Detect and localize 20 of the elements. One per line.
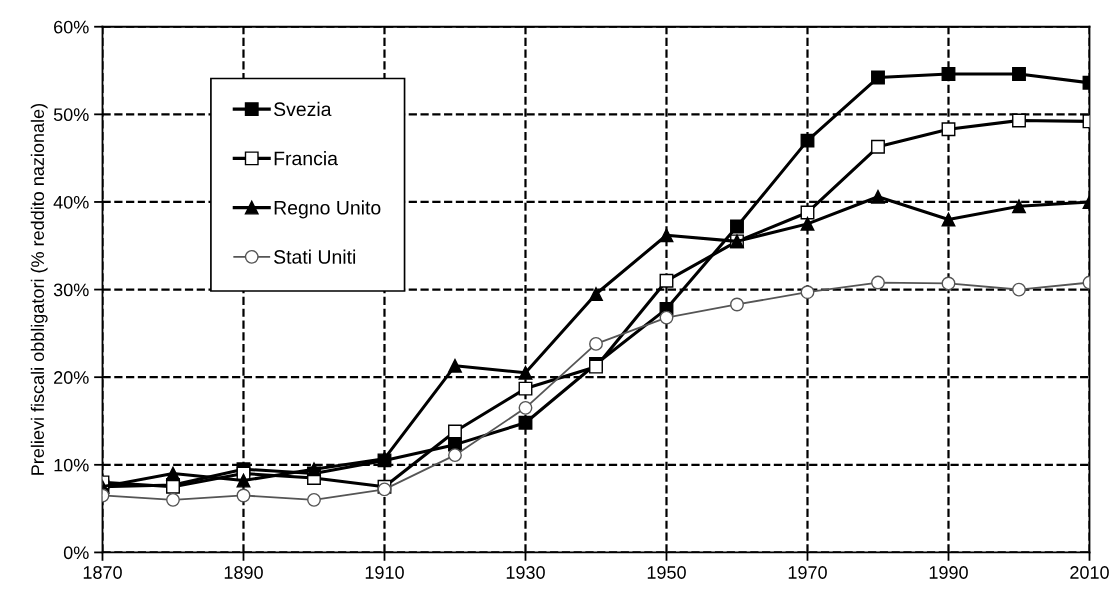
y-tick-label: 20% <box>54 371 89 384</box>
y-tick-label: 0% <box>63 546 89 560</box>
x-tick-label: 1890 <box>224 566 263 579</box>
legend-label: Stati Uniti <box>274 249 356 264</box>
y-axis-title: Prelievi fiscali obbligatori (% reddito nazionale) <box>30 104 48 475</box>
legend-label: Svezia <box>274 101 332 117</box>
y-tick-label: 50% <box>53 108 89 122</box>
y-tick-label: 60% <box>54 20 89 34</box>
x-tick-label: 1990 <box>929 566 968 579</box>
x-tick-label: 1950 <box>647 566 686 579</box>
y-tick-label: 40% <box>53 195 89 209</box>
y-tick-label: 30% <box>53 283 89 297</box>
x-tick-label: 1930 <box>506 566 545 579</box>
legend-label: Francia <box>274 151 338 166</box>
x-tick-label: 1910 <box>365 566 404 579</box>
x-tick-label: 2010 <box>1070 566 1109 579</box>
x-tick-label: 1970 <box>788 566 827 579</box>
legend-label: Regno Unito <box>274 200 381 219</box>
x-tick-label: 1870 <box>83 566 122 579</box>
y-tick-label: 10% <box>54 458 89 472</box>
